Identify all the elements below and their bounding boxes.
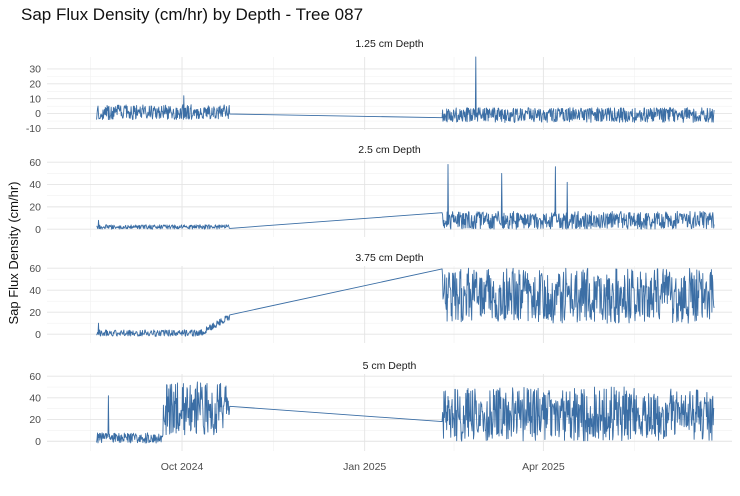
series-line: [96, 267, 715, 337]
y-tick-label: -10: [26, 123, 41, 135]
y-tick-label: 60: [29, 371, 41, 383]
y-axis-label: Sap Flux Density (cm/hr): [6, 181, 21, 324]
y-tick-label: 10: [29, 93, 41, 105]
facet-panel: 2.5 cm Depth 0 20 40 60: [29, 144, 732, 237]
y-tick-label: 20: [29, 78, 41, 90]
facet-label: 3.75 cm Depth: [355, 252, 423, 264]
y-tick-label: 20: [29, 201, 41, 213]
facet-panels: 1.25 cm Depth -10 0 10 20 30 2.5 cm Depth 0 20 40…: [26, 38, 732, 451]
facet-panel: 5 cm Depth 0 20 40 60: [29, 360, 732, 451]
facet-label: 5 cm Depth: [363, 360, 417, 372]
series-line: [96, 381, 715, 444]
y-tick-label: 0: [35, 108, 41, 120]
series-line: [96, 164, 715, 230]
y-tick-label: 0: [35, 224, 41, 236]
x-tick-label: Jan 2025: [343, 461, 386, 473]
chart-title: Sap Flux Density (cm/hr) by Depth - Tree…: [21, 5, 363, 24]
x-tick-label: Apr 2025: [522, 461, 565, 473]
y-tick-label: 20: [29, 307, 41, 319]
y-tick-label: 60: [29, 263, 41, 275]
series-line: [96, 56, 715, 123]
x-tick-label: Oct 2024: [161, 461, 204, 473]
facet-label: 1.25 cm Depth: [355, 38, 423, 50]
y-tick-label: 0: [35, 329, 41, 341]
y-tick-label: 40: [29, 392, 41, 404]
y-tick-label: 40: [29, 285, 41, 297]
facet-panel: 3.75 cm Depth 0 20 40 60: [29, 252, 732, 343]
x-axis: Oct 2024 Jan 2025 Apr 2025: [161, 461, 565, 473]
facet-panel: 1.25 cm Depth -10 0 10 20 30: [26, 38, 732, 135]
facet-label: 2.5 cm Depth: [358, 144, 421, 156]
y-tick-label: 60: [29, 157, 41, 169]
y-tick-label: 20: [29, 414, 41, 426]
y-tick-label: 30: [29, 64, 41, 76]
y-tick-label: 0: [35, 436, 41, 448]
y-tick-label: 40: [29, 179, 41, 191]
